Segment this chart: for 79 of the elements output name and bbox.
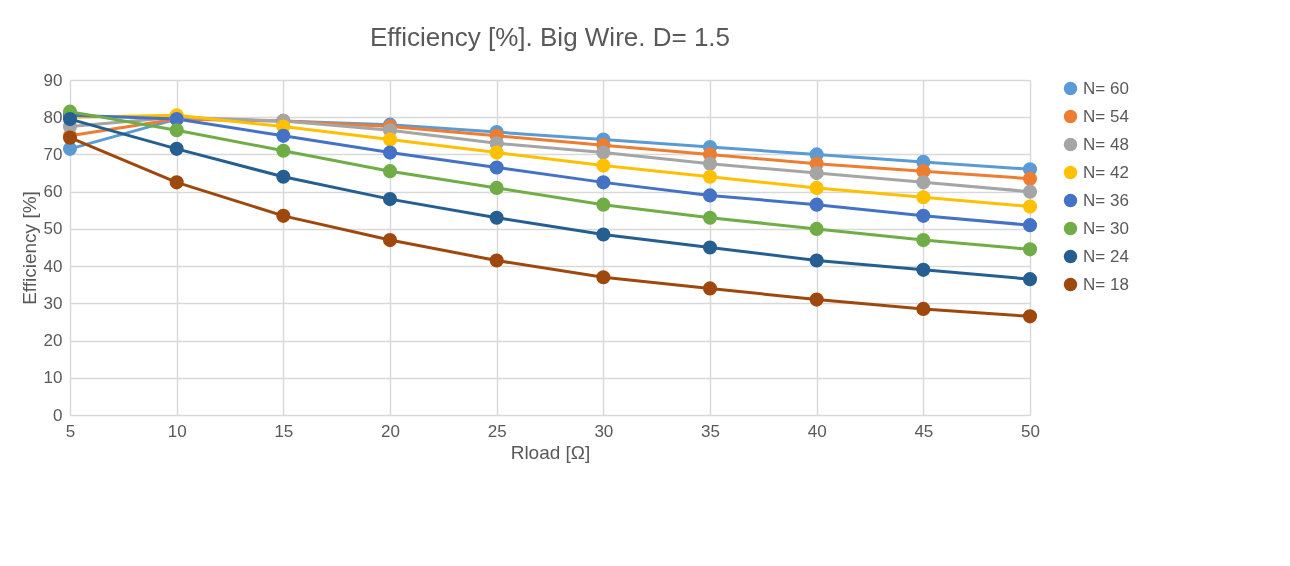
- point: [916, 233, 931, 248]
- x-tick-label: 20: [381, 421, 400, 441]
- x-tick-label: 25: [487, 421, 507, 441]
- point: [702, 188, 718, 203]
- point: [809, 253, 824, 268]
- point: [916, 190, 931, 205]
- point: [169, 175, 184, 190]
- x-tick-label: 5: [65, 421, 76, 441]
- point: [809, 166, 824, 181]
- point: [276, 208, 291, 223]
- point: [382, 192, 398, 207]
- y-tick-label: 0: [53, 405, 63, 425]
- legend-label: N= 18: [1083, 274, 1129, 294]
- y-tick-label: 30: [43, 293, 63, 313]
- point: [702, 281, 718, 296]
- point: [809, 221, 824, 236]
- point: [702, 210, 718, 225]
- point: [276, 169, 291, 184]
- x-tick-label: 10: [167, 421, 187, 441]
- point: [382, 233, 398, 248]
- legend-label: N= 36: [1083, 190, 1129, 210]
- point: [916, 301, 931, 316]
- point: [596, 270, 611, 285]
- x-axis-title: Rload [Ω]: [510, 441, 591, 463]
- point: [596, 158, 611, 173]
- legend-label: N= 42: [1083, 162, 1129, 182]
- point: [809, 180, 824, 195]
- point: [702, 240, 718, 255]
- chart-title: Efficiency [%]. Big Wire. D= 1.5: [369, 22, 731, 52]
- x-tick-label: 30: [594, 421, 614, 441]
- legend-label: N= 30: [1083, 218, 1129, 238]
- y-tick-label: 20: [43, 331, 63, 351]
- y-tick-label: 50: [43, 219, 63, 239]
- y-tick-label: 90: [43, 70, 63, 90]
- point: [382, 145, 398, 160]
- point: [916, 262, 931, 277]
- point: [596, 175, 611, 190]
- point: [916, 175, 931, 190]
- point: [382, 164, 398, 179]
- point: [809, 197, 824, 212]
- point: [1022, 199, 1038, 214]
- point: [702, 169, 718, 184]
- point: [169, 123, 184, 138]
- legend-label: N= 60: [1083, 78, 1129, 98]
- point: [1022, 184, 1038, 199]
- point: [1022, 171, 1038, 186]
- y-axis-title: Efficiency [%]: [18, 191, 40, 305]
- y-tick-label: 10: [43, 368, 63, 388]
- legend-label: N= 24: [1083, 246, 1129, 266]
- legend-label: N= 54: [1083, 106, 1129, 126]
- y-tick-label: 40: [43, 256, 63, 276]
- x-tick-label: 15: [274, 421, 294, 441]
- point: [1022, 242, 1038, 257]
- x-tick-label: 45: [914, 421, 934, 441]
- point: [489, 210, 504, 225]
- point: [1022, 309, 1038, 324]
- point: [489, 160, 504, 175]
- y-tick-label: 60: [43, 182, 63, 202]
- point: [169, 141, 184, 156]
- x-tick-label: 40: [807, 421, 827, 441]
- point: [1022, 272, 1038, 287]
- point: [276, 143, 291, 158]
- point: [276, 128, 291, 143]
- point: [702, 156, 718, 171]
- point: [382, 132, 398, 147]
- point: [1022, 218, 1038, 233]
- point: [489, 145, 504, 160]
- y-tick-label: 70: [43, 144, 63, 164]
- x-tick-label: 50: [1021, 421, 1040, 441]
- point: [916, 208, 931, 223]
- point: [489, 253, 504, 268]
- legend-label: N= 48: [1083, 134, 1129, 154]
- point: [596, 145, 611, 160]
- y-tick-label: 80: [43, 107, 63, 127]
- point: [489, 180, 504, 195]
- x-tick-label: 35: [701, 421, 720, 441]
- point: [596, 197, 611, 212]
- point: [596, 227, 611, 242]
- point: [809, 292, 824, 307]
